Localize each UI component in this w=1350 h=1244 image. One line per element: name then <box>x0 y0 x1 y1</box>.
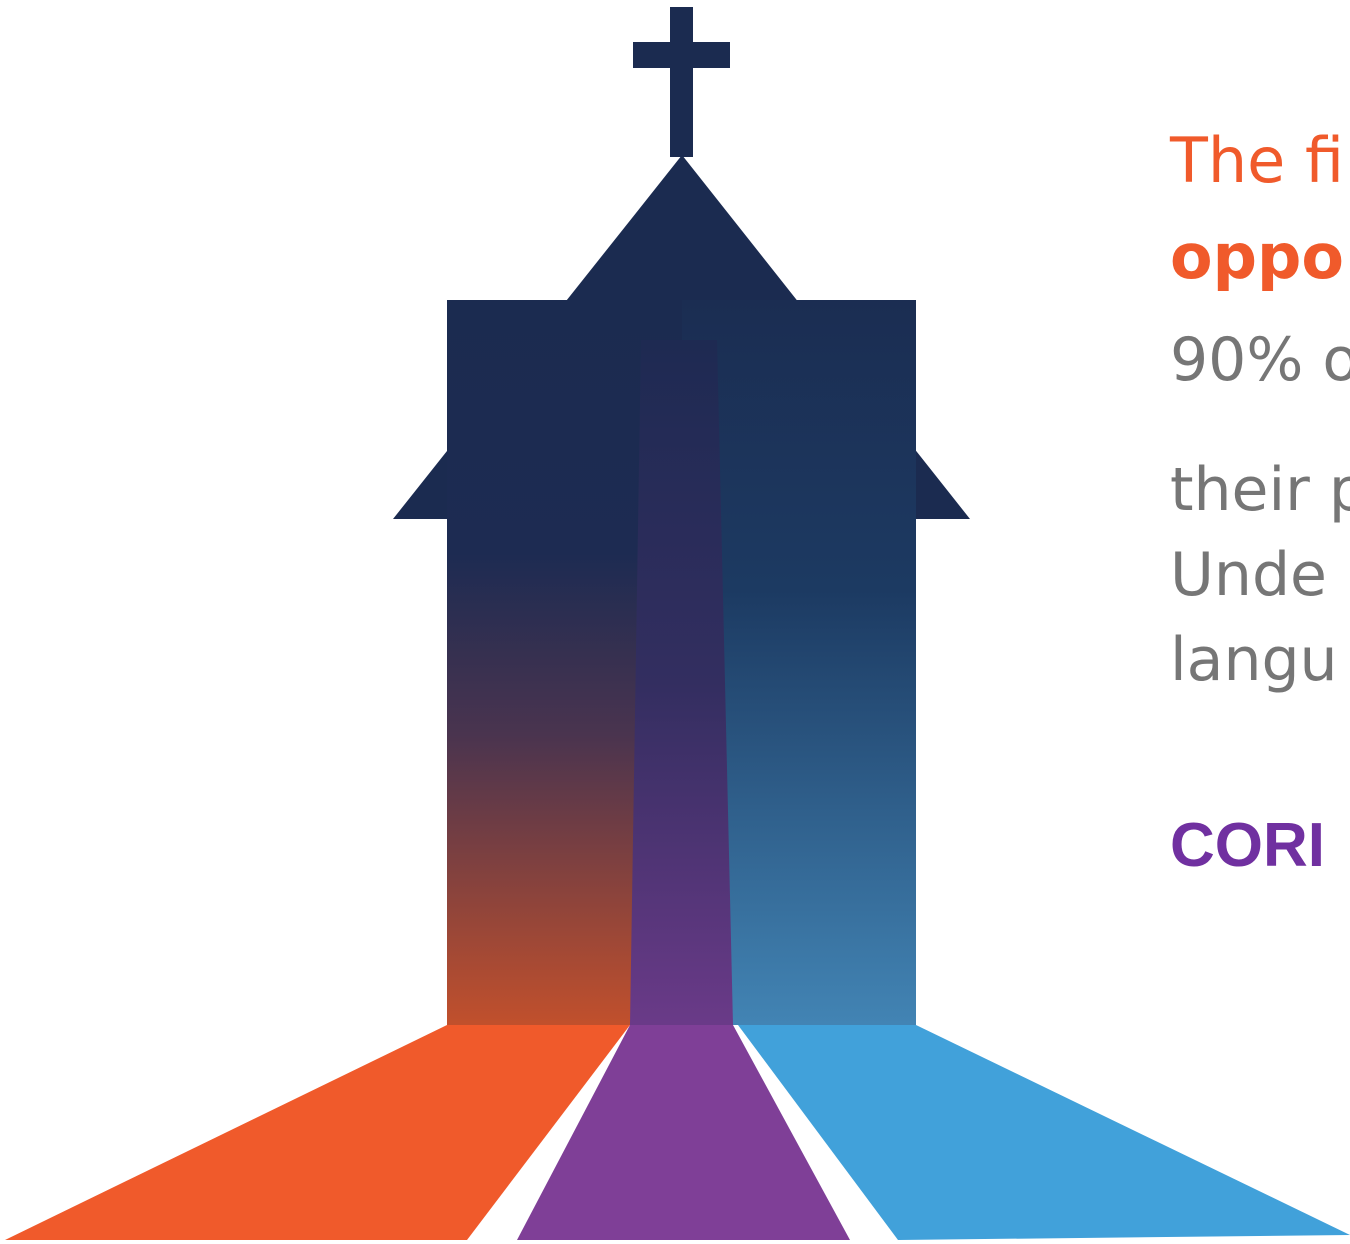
path-blue <box>738 1025 1350 1240</box>
path-purple <box>517 1025 850 1240</box>
cross-horizontal <box>633 42 730 68</box>
body-line: langu <box>1170 625 1338 695</box>
center-column <box>630 340 733 1025</box>
cross-vertical <box>670 7 693 157</box>
wall-right <box>682 300 916 1025</box>
body-line: their p <box>1170 455 1350 525</box>
body-line: 90% o <box>1170 325 1350 395</box>
wall-left <box>447 300 682 1025</box>
heading-line: The fi <box>1170 124 1345 197</box>
path-orange <box>5 1025 630 1240</box>
body-line: Unde <box>1170 540 1327 610</box>
heading-line: oppo <box>1170 220 1344 293</box>
callout: CORI <box>1170 811 1325 880</box>
